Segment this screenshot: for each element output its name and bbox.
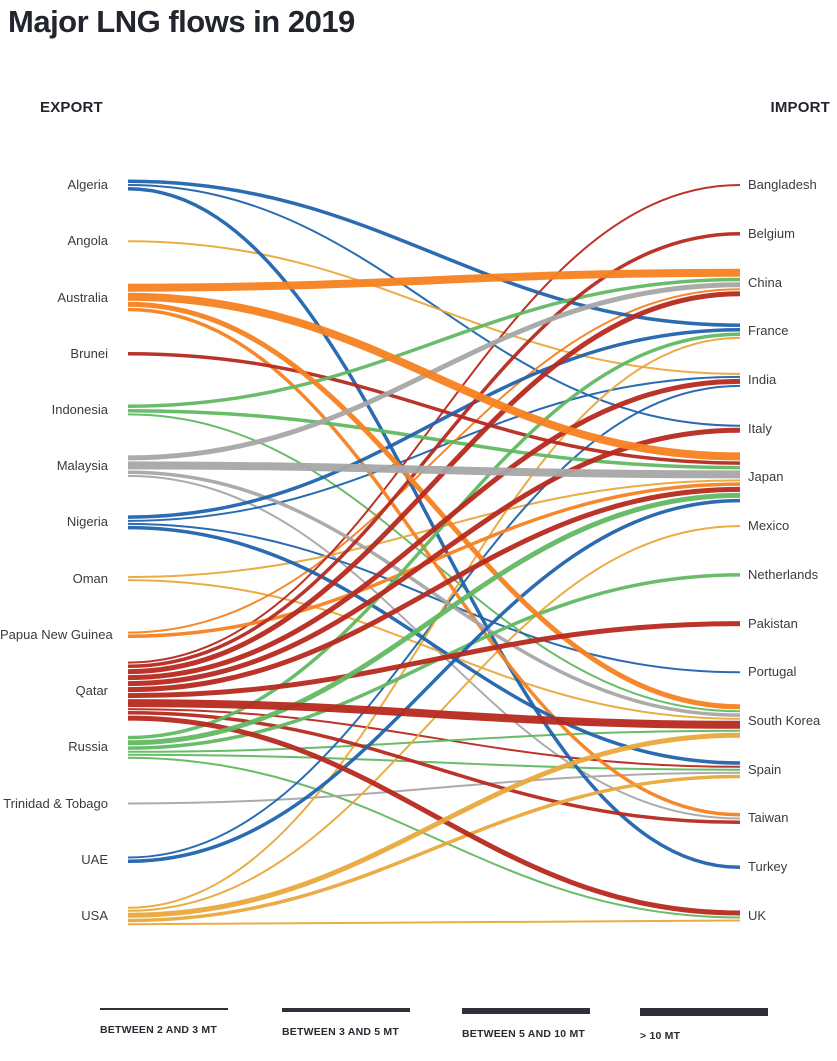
importer-label-portugal: Portugal xyxy=(748,664,797,679)
exporter-label-papua-new-guinea: Papua New Guinea xyxy=(0,627,113,642)
flow-line-qatar-to-india xyxy=(127,378,741,681)
legend-item-3-5mt: BETWEEN 3 AND 5 MT xyxy=(282,1008,432,1038)
exporter-label-indonesia: Indonesia xyxy=(51,402,108,417)
legend-line-over-10mt xyxy=(640,1008,768,1016)
flow-line-russia-to-south-korea xyxy=(127,729,741,753)
flow-line-qatar-to-china xyxy=(127,291,741,675)
flow-line-malaysia-to-south-korea xyxy=(127,470,741,717)
size-legend: BETWEEN 2 AND 3 MT BETWEEN 3 AND 5 MT BE… xyxy=(0,1008,837,1061)
legend-item-5-10mt: BETWEEN 5 AND 10 MT xyxy=(462,1008,612,1040)
legend-label-2-3mt: BETWEEN 2 AND 3 MT xyxy=(100,1024,217,1036)
flow-line-qatar-to-spain xyxy=(127,708,741,768)
importer-label-turkey: Turkey xyxy=(748,859,788,874)
flow-line-indonesia-to-japan xyxy=(127,408,741,470)
legend-label-3-5mt: BETWEEN 3 AND 5 MT xyxy=(282,1026,399,1038)
flow-line-usa-to-uk xyxy=(127,919,741,926)
flow-line-usa-to-france xyxy=(127,336,741,909)
legend-item-over-10mt: > 10 MT xyxy=(640,1008,790,1042)
flow-line-australia-to-japan xyxy=(127,292,741,461)
flow-line-qatar-to-pakistan xyxy=(127,621,741,699)
flow-line-usa-to-spain xyxy=(127,774,741,923)
legend-line-5-10mt xyxy=(462,1008,590,1014)
flow-line-nigeria-to-portugal xyxy=(127,522,741,674)
flow-line-papua-new-guinea-to-china xyxy=(127,288,741,634)
importer-label-india: India xyxy=(748,372,777,387)
exporter-label-algeria: Algeria xyxy=(67,177,108,192)
flow-line-qatar-to-japan xyxy=(127,486,741,693)
importer-label-uk: UK xyxy=(748,908,767,923)
exporter-label-uae: UAE xyxy=(81,852,108,867)
importer-label-japan: Japan xyxy=(748,469,784,484)
flow-line-qatar-to-belgium xyxy=(127,231,741,669)
import-column-header: IMPORT xyxy=(770,99,830,116)
importer-label-china: China xyxy=(748,275,782,290)
exporter-label-trinidad-tobago: Trinidad & Tobago xyxy=(3,796,108,811)
importer-label-belgium: Belgium xyxy=(748,226,795,241)
flow-line-russia-to-spain xyxy=(127,753,741,771)
exporter-label-malaysia: Malaysia xyxy=(56,458,108,473)
flow-line-australia-to-china xyxy=(127,268,741,292)
flow-line-russia-to-france xyxy=(127,332,741,740)
legend-line-2-3mt xyxy=(100,1008,228,1010)
flow-line-usa-to-south-korea xyxy=(127,732,741,918)
flow-line-qatar-to-south-korea xyxy=(127,699,741,729)
flow-line-indonesia-to-china xyxy=(127,277,741,408)
flow-line-malaysia-to-china xyxy=(127,282,741,461)
legend-line-3-5mt xyxy=(282,1008,410,1012)
flow-line-qatar-to-taiwan xyxy=(127,711,741,825)
importer-label-bangladesh: Bangladesh xyxy=(748,177,817,192)
legend-label-over-10mt: > 10 MT xyxy=(640,1030,681,1042)
flow-line-nigeria-to-spain xyxy=(127,525,741,765)
importer-label-france: France xyxy=(748,323,789,338)
importer-label-pakistan: Pakistan xyxy=(748,616,798,631)
exporter-label-australia: Australia xyxy=(57,290,108,305)
flow-line-russia-to-uk xyxy=(127,756,741,919)
flow-line-nigeria-to-france xyxy=(127,327,741,519)
legend-label-5-10mt: BETWEEN 5 AND 10 MT xyxy=(462,1027,586,1040)
exporter-label-oman: Oman xyxy=(72,571,108,586)
flow-line-oman-to-south-korea xyxy=(127,579,741,720)
flow-line-australia-to-south-korea xyxy=(127,301,741,710)
importer-label-spain: Spain xyxy=(748,762,782,777)
importer-label-taiwan: Taiwan xyxy=(748,810,789,825)
exporter-label-usa: USA xyxy=(81,908,108,923)
flow-line-angola-to-india xyxy=(127,240,741,375)
flow-line-trinidad-tobago-to-spain xyxy=(127,771,741,805)
exporter-label-qatar: Qatar xyxy=(75,683,108,698)
importer-label-italy: Italy xyxy=(748,421,772,436)
flow-line-brunei-to-japan xyxy=(127,351,741,465)
importer-label-south-korea: South Korea xyxy=(748,713,821,728)
flow-line-malaysia-to-japan xyxy=(127,461,741,479)
exporter-label-angola: Angola xyxy=(67,233,108,248)
flow-line-russia-to-japan xyxy=(127,492,741,746)
flow-line-usa-to-mexico xyxy=(127,525,741,912)
flow-line-papua-new-guinea-to-japan xyxy=(127,482,741,639)
page-title: Major LNG flows in 2019 xyxy=(8,4,355,39)
importer-label-mexico: Mexico xyxy=(748,518,790,533)
flow-line-uae-to-japan xyxy=(127,498,741,864)
exporter-label-brunei: Brunei xyxy=(70,346,108,361)
importer-label-netherlands: Netherlands xyxy=(748,567,819,582)
exporter-label-russia: Russia xyxy=(68,739,108,754)
exporter-label-nigeria: Nigeria xyxy=(66,514,108,529)
legend-item-2-3mt: BETWEEN 2 AND 3 MT xyxy=(100,1008,250,1036)
export-column-header: EXPORT xyxy=(40,99,103,116)
